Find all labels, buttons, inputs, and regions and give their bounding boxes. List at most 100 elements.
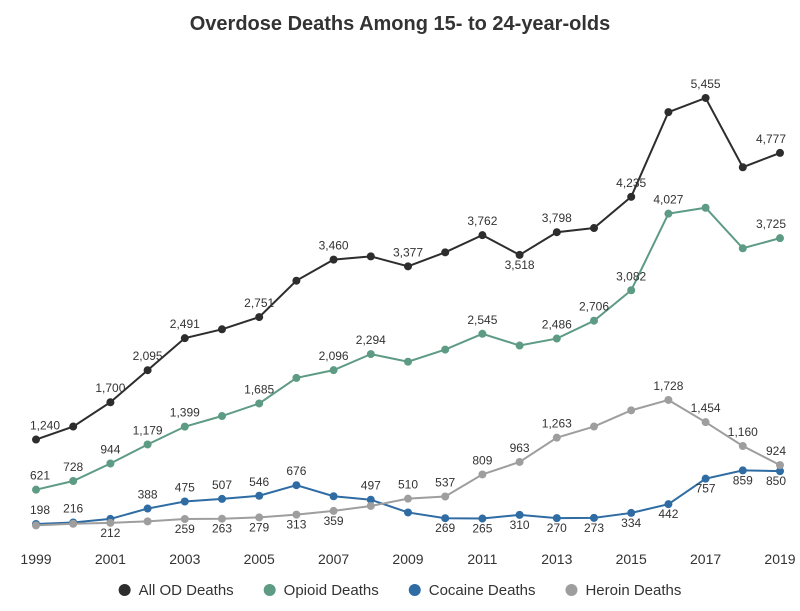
x-axis-tick: 2005 [244,551,275,567]
data-label: 442 [658,507,678,521]
x-axis-tick: 2015 [616,551,647,567]
data-label: 546 [249,475,269,489]
data-label: 216 [63,501,83,515]
data-point [776,149,784,157]
data-label: 507 [212,478,232,492]
data-label: 3,377 [393,245,423,259]
data-point [367,502,375,510]
data-label: 313 [286,518,306,532]
data-label: 2,096 [319,349,349,363]
data-label: 3,798 [542,211,572,225]
legend-marker [565,584,577,596]
data-label: 510 [398,478,418,492]
data-label: 621 [30,469,50,483]
data-label: 2,486 [542,318,572,332]
data-label: 475 [175,481,195,495]
data-point [404,262,412,270]
data-label: 259 [175,522,195,536]
data-point [776,234,784,242]
x-axis-tick: 2001 [95,551,126,567]
data-point [69,423,77,431]
data-label: 2,706 [579,300,609,314]
data-point [516,342,524,350]
data-point [181,334,189,342]
data-label: 198 [30,503,50,517]
data-point [181,498,189,506]
data-point [292,481,300,489]
legend-marker [119,584,131,596]
data-point [590,317,598,325]
data-label: 3,460 [319,239,349,253]
data-label: 3,762 [467,214,497,228]
data-label: 1,160 [728,425,758,439]
legend-marker [409,584,421,596]
data-point [627,286,635,294]
data-label: 1,263 [542,417,572,431]
data-point [664,108,672,116]
x-axis-tick: 2007 [318,551,349,567]
data-point [218,412,226,420]
data-label: 1,454 [691,401,721,415]
data-label: 1,728 [653,379,683,393]
data-label: 1,399 [170,406,200,420]
data-point [330,366,338,374]
data-label: 924 [766,444,786,458]
data-label: 809 [472,453,492,467]
data-point [441,346,449,354]
data-label: 944 [100,443,120,457]
data-label: 359 [324,514,344,528]
data-point [330,492,338,500]
data-point [218,325,226,333]
data-point [404,358,412,366]
data-label: 273 [584,521,604,535]
data-point [590,423,598,431]
data-label: 497 [361,479,381,493]
data-label: 263 [212,522,232,536]
data-label: 388 [138,488,158,502]
data-point [739,442,747,450]
x-axis-tick: 2003 [169,551,200,567]
data-point [664,396,672,404]
data-point [478,231,486,239]
data-point [478,330,486,338]
data-point [69,520,77,528]
data-label: 4,777 [756,132,786,146]
data-label: 3,725 [756,217,786,231]
data-point [441,248,449,256]
data-label: 279 [249,520,269,534]
data-point [32,436,40,444]
data-label: 269 [435,521,455,535]
data-label: 850 [766,474,786,488]
data-label: 265 [472,522,492,536]
data-point [627,193,635,201]
x-axis-tick: 2011 [467,551,497,567]
data-point [144,505,152,513]
legend-label: Opioid Deaths [284,582,379,599]
data-point [181,423,189,431]
data-point [255,313,263,321]
data-point [664,210,672,218]
data-point [627,406,635,414]
data-label: 3,518 [505,258,535,272]
data-point [553,228,561,236]
data-point [553,335,561,343]
data-point [776,461,784,469]
data-point [702,204,710,212]
data-label: 4,027 [653,193,683,207]
data-label: 2,294 [356,333,386,347]
data-point [292,277,300,285]
data-label: 963 [510,441,530,455]
data-label: 1,240 [30,419,60,433]
data-label: 5,455 [691,77,721,91]
data-point [367,350,375,358]
data-label: 537 [435,475,455,489]
data-point [255,399,263,407]
data-point [218,495,226,503]
data-label: 859 [733,473,753,487]
legend-marker [264,584,276,596]
data-label: 1,685 [244,382,274,396]
data-point [590,224,598,232]
data-point [292,374,300,382]
data-point [330,256,338,264]
data-point [32,486,40,494]
